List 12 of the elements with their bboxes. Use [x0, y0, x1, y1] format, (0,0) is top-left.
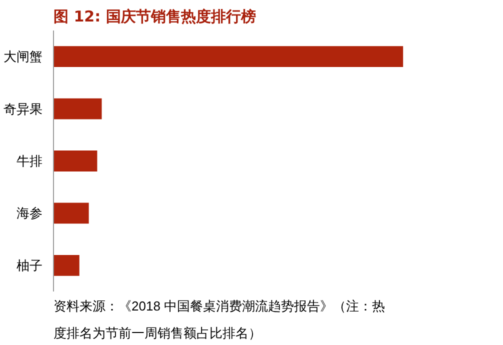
- bar: [54, 98, 102, 120]
- bar: [54, 46, 404, 68]
- chart-title: 图 12: 国庆节销售热度排行榜: [54, 8, 256, 26]
- y-tick-label: 大闸蟹: [4, 49, 42, 64]
- y-tick-label: 奇异果: [4, 101, 42, 116]
- bar: [54, 202, 89, 224]
- bar: [54, 150, 98, 172]
- bar: [54, 254, 80, 276]
- text: 资料来源：《2018 中国餐桌消费潮流趋势报告》（注：热度排名为节前一周销售额占比排名）: [54, 298, 386, 340]
- y-tick-label: 海参: [16, 206, 42, 221]
- y-tick-label: 柚子: [16, 258, 42, 273]
- y-tick-label: 牛排: [16, 154, 42, 168]
